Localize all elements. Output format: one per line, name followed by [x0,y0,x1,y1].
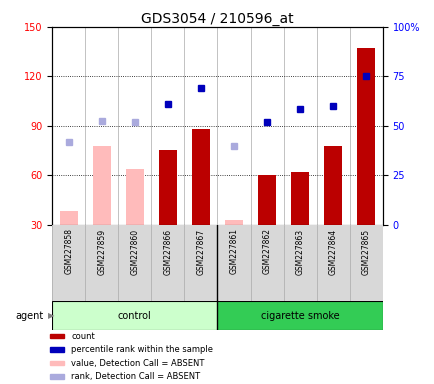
Bar [125,169,144,225]
Text: cigarette smoke: cigarette smoke [260,311,339,321]
Bar [283,225,316,301]
Text: agent: agent [15,311,43,321]
Bar [250,225,283,301]
Text: GSM227860: GSM227860 [130,228,139,275]
Bar [59,212,78,225]
Bar [356,48,375,225]
Bar [85,225,118,301]
Bar [323,146,342,225]
Bar [118,225,151,301]
Text: GSM227861: GSM227861 [229,228,238,275]
Bar [50,347,64,352]
Bar [50,334,64,338]
Text: GSM227863: GSM227863 [295,228,304,275]
Text: GSM227858: GSM227858 [64,228,73,275]
Text: control: control [118,311,151,321]
Bar [92,146,111,225]
Bar [217,225,250,301]
Bar [349,225,382,301]
Bar [316,225,349,301]
Bar [290,172,309,225]
Text: value, Detection Call = ABSENT: value, Detection Call = ABSENT [71,359,204,367]
Text: count: count [71,332,95,341]
Bar [151,225,184,301]
Text: GSM227864: GSM227864 [328,228,337,275]
Bar [52,225,85,301]
Bar [158,151,177,225]
Bar [50,361,64,365]
Title: GDS3054 / 210596_at: GDS3054 / 210596_at [141,12,293,26]
Text: GSM227866: GSM227866 [163,228,172,275]
Bar [257,175,276,225]
Bar [52,301,217,330]
Text: GSM227859: GSM227859 [97,228,106,275]
Bar [217,301,382,330]
Text: percentile rank within the sample: percentile rank within the sample [71,345,213,354]
Bar [191,129,210,225]
Text: GSM227865: GSM227865 [361,228,370,275]
Bar [184,225,217,301]
Text: ▶: ▶ [48,311,54,320]
Bar [224,220,243,225]
Text: GSM227862: GSM227862 [262,228,271,275]
Text: rank, Detection Call = ABSENT: rank, Detection Call = ABSENT [71,372,200,381]
Text: GSM227867: GSM227867 [196,228,205,275]
Bar [50,374,64,379]
